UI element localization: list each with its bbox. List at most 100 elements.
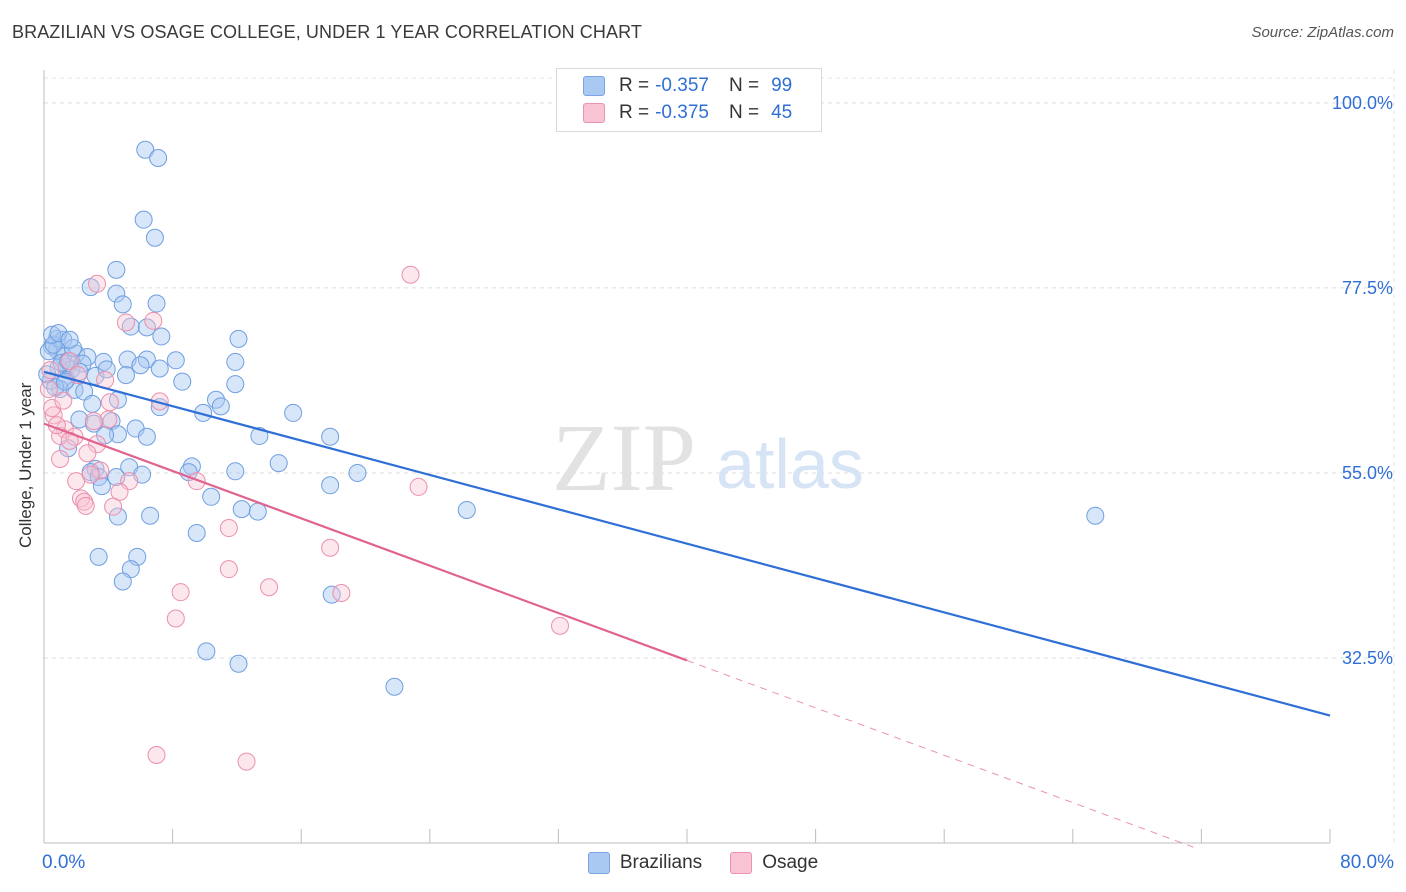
data-point [551,616,570,635]
data-point [457,500,476,519]
data-point [166,609,185,628]
legend-item-brazilians[interactable]: Brazilians [587,852,703,874]
data-point [187,523,206,542]
data-point [250,426,269,445]
data-point [78,444,97,463]
data-point [321,476,340,495]
data-point [107,284,126,303]
legend-n-label: N = [728,75,760,96]
legend-swatch-brazilians [587,852,610,874]
legend-r-label: R = [619,102,650,123]
data-point [116,366,135,385]
data-point [152,327,171,346]
data-point [202,487,221,506]
data-point [385,677,404,696]
data-point [113,295,132,314]
data-point [100,393,119,412]
legend-row-brazilians: R = -0.357 N = 99 [583,73,792,99]
correlation-legend: R = -0.357 N = 99 R = -0.375 N = 45 [556,68,822,132]
data-point [131,356,150,375]
data-point [76,496,95,515]
data-point [322,585,341,604]
trend-line-extension-osage [686,659,1194,848]
data-point [141,506,160,525]
data-point [46,378,65,397]
data-point [269,454,288,473]
y-tick-label: 55.0% [1342,463,1393,483]
data-point [51,449,70,468]
data-point [149,148,168,167]
data-point [226,352,245,371]
data-point [219,560,238,579]
data-point [284,403,303,422]
data-point [173,372,192,391]
source-label: Source: ZipAtlas.com [1251,24,1394,41]
x-axis-min-label: 0.0% [42,852,86,873]
legend-swatch-osage [730,852,753,874]
data-point [136,140,155,159]
trend-line-brazilians [43,370,1331,717]
data-point [229,654,248,673]
data-point [60,352,79,371]
data-point [260,578,279,597]
legend-swatch-brazilians [583,76,605,96]
legend-label-brazilians: Brazilians [619,852,703,873]
legend-n-value: 45 [771,102,793,123]
data-points [38,140,1105,771]
data-point [91,461,110,480]
data-point [99,410,118,429]
data-point [197,642,216,661]
data-point [229,329,248,348]
data-point [409,477,428,496]
data-point [110,482,129,501]
data-point [147,294,166,313]
data-point [54,391,73,410]
watermark-atlas: atlas [716,425,864,503]
data-point [147,746,166,765]
watermark-zip: ZIP [552,404,696,511]
legend-item-osage[interactable]: Osage [730,852,818,874]
y-tick-label: 100.0% [1332,93,1393,113]
data-point [89,547,108,566]
legend-r-value: -0.375 [655,102,709,123]
legend-r-value: -0.357 [655,75,709,96]
data-point [1086,506,1105,525]
data-point [232,500,251,519]
data-point [43,398,62,417]
data-point [44,406,63,425]
data-point [116,313,135,332]
data-point [401,265,420,284]
watermark: ZIP atlas [552,404,864,511]
data-point [134,210,153,229]
data-point [67,472,86,491]
data-point [237,752,256,771]
legend-n-label: N = [728,102,760,123]
data-point [60,330,79,349]
x-axis-max-label: 80.0% [1340,852,1394,873]
data-point [145,228,164,247]
data-point [108,425,127,444]
y-tick-labels: 100.0% 77.5% 55.0% 32.5% [1332,93,1393,668]
data-point [137,427,156,446]
data-point [171,583,190,602]
data-point [92,477,111,496]
data-point [226,462,245,481]
data-point [70,410,89,429]
data-point [182,457,201,476]
data-point [150,359,169,378]
data-point [88,274,107,293]
legend-row-osage: R = -0.375 N = 45 [583,100,792,126]
series-osage [39,265,570,771]
data-point [137,318,156,337]
legend-swatch-osage [583,103,605,123]
data-point [321,427,340,446]
data-point [226,375,245,394]
data-point [166,351,185,370]
data-point [39,380,58,399]
trend-lines [43,370,1331,848]
legend-r-label: R = [619,75,650,96]
data-point [321,538,340,557]
data-point [211,397,230,416]
y-tick-label: 77.5% [1342,278,1393,298]
